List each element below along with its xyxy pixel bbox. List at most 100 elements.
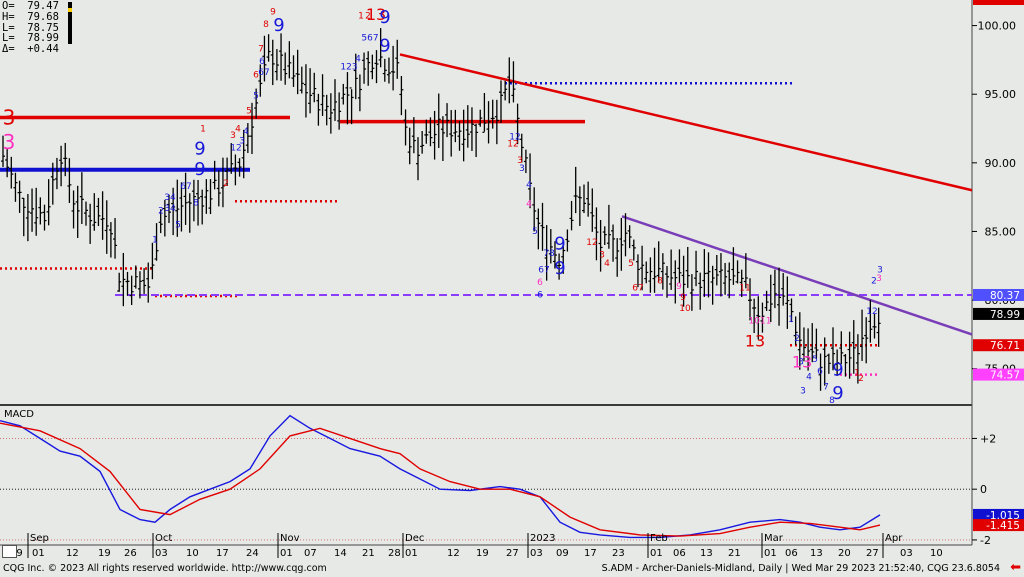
price-bar	[876, 307, 881, 347]
price-bar	[843, 354, 848, 377]
price-bar	[822, 337, 827, 386]
price-axis[interactable]: 100.0095.0090.0085.0080.0075.0080.3778.9…	[972, 0, 1024, 547]
price-bar	[806, 328, 811, 371]
month-label: Mar	[764, 533, 784, 544]
price-bar	[108, 222, 113, 258]
price-bar	[772, 269, 777, 309]
day-label: 01	[650, 548, 663, 559]
price-bar	[245, 123, 250, 153]
price-bar	[150, 242, 155, 280]
price-bar	[9, 156, 14, 189]
price-bar	[237, 158, 242, 177]
day-label: 07	[304, 548, 317, 559]
price-bar	[793, 316, 798, 345]
price-bar	[46, 179, 51, 226]
price-bar	[220, 157, 225, 208]
price-bar	[320, 74, 325, 117]
price-bar	[590, 188, 595, 232]
price-bar	[548, 229, 553, 264]
ohlc-bars	[1, 28, 881, 391]
setup-count-label: 8	[263, 20, 269, 30]
macd-tick-label: 0	[980, 483, 987, 496]
price-bar	[673, 260, 678, 304]
cursor-color-swatch	[68, 2, 72, 44]
ohlc-readout: O= 79.47 H= 79.68 L= 78.75 L= 78.99 Δ= +0.44	[2, 1, 59, 55]
price-bar	[362, 52, 367, 84]
setup-count-label: 9	[194, 159, 205, 180]
price-bar	[868, 299, 873, 343]
month-label: 2023	[530, 533, 555, 544]
price-bar	[731, 247, 736, 285]
price-bar	[204, 179, 209, 214]
price-bar	[291, 55, 296, 87]
time-axis[interactable]: SepOctNovDec2023FebMarApr290112192603101…	[0, 533, 972, 560]
setup-count-label: 13	[745, 332, 765, 351]
day-label: 26	[124, 548, 137, 559]
price-bar	[698, 272, 703, 310]
plot-background	[0, 0, 972, 545]
price-bar	[399, 76, 404, 116]
macd-tick-label: -2	[980, 534, 991, 547]
price-bar	[196, 179, 201, 226]
price-bar	[756, 296, 761, 340]
day-label: 21	[728, 548, 741, 559]
setup-count-label: 3	[877, 266, 883, 276]
price-bar	[586, 181, 591, 217]
price-bar	[386, 57, 391, 84]
day-label: 06	[785, 548, 798, 559]
price-bar	[573, 166, 578, 214]
price-bar	[507, 57, 512, 104]
setup-count-label: 12	[586, 238, 597, 248]
setup-count-label: 3	[230, 131, 236, 141]
setup-count-label: 9	[676, 282, 682, 292]
price-bar	[532, 187, 537, 232]
price-bar	[84, 201, 88, 226]
trendline	[621, 215, 973, 336]
price-bar	[63, 142, 68, 177]
price-bar	[482, 92, 487, 133]
setup-count-label: 9	[273, 15, 284, 36]
status-footer: CQG Inc. © 2023 All rights reserved worl…	[0, 560, 1024, 577]
day-label: 20	[838, 548, 851, 559]
setup-count-label: 9	[270, 8, 276, 18]
price-marker-box	[973, 307, 1024, 320]
setup-count-label: 7	[276, 0, 282, 1]
month-label: Dec	[405, 533, 424, 544]
day-label: 21	[362, 548, 375, 559]
price-bar	[345, 72, 350, 125]
day-label: 01	[405, 548, 418, 559]
price-bar	[519, 133, 524, 163]
scroll-left-arrow-icon[interactable]: ⬅	[1010, 560, 1021, 575]
price-bar	[694, 250, 699, 287]
price-bar	[511, 61, 516, 103]
price-bar	[515, 103, 520, 145]
price-bar	[79, 172, 84, 224]
setup-count-label: 8	[657, 277, 663, 287]
price-bar	[835, 349, 840, 376]
price-bar	[341, 83, 346, 105]
price-bar	[768, 274, 773, 322]
day-label: 03	[900, 548, 913, 559]
corner-box[interactable]	[2, 545, 17, 558]
price-bar	[158, 209, 163, 234]
price-marker-box	[973, 368, 1024, 381]
price-bar	[499, 80, 503, 123]
price-bar	[142, 268, 147, 294]
price-bar	[59, 145, 64, 187]
price-bar	[303, 64, 308, 118]
price-bar	[627, 225, 632, 249]
setup-count-label: 2	[794, 334, 800, 344]
price-bar	[167, 194, 171, 224]
price-bar	[225, 157, 230, 186]
day-label: 01	[32, 548, 45, 559]
price-bar	[611, 224, 616, 262]
macd-marker-label: -1.015	[986, 510, 1020, 522]
price-bar	[121, 252, 126, 307]
price-marker-label: 76.71	[990, 340, 1020, 352]
setup-count-label: 34	[164, 204, 176, 214]
swatch-dot	[68, 8, 72, 12]
ohlc-row: L= 78.99	[2, 32, 59, 45]
price-bar	[743, 253, 748, 289]
setup-count-label: 6	[537, 278, 543, 288]
